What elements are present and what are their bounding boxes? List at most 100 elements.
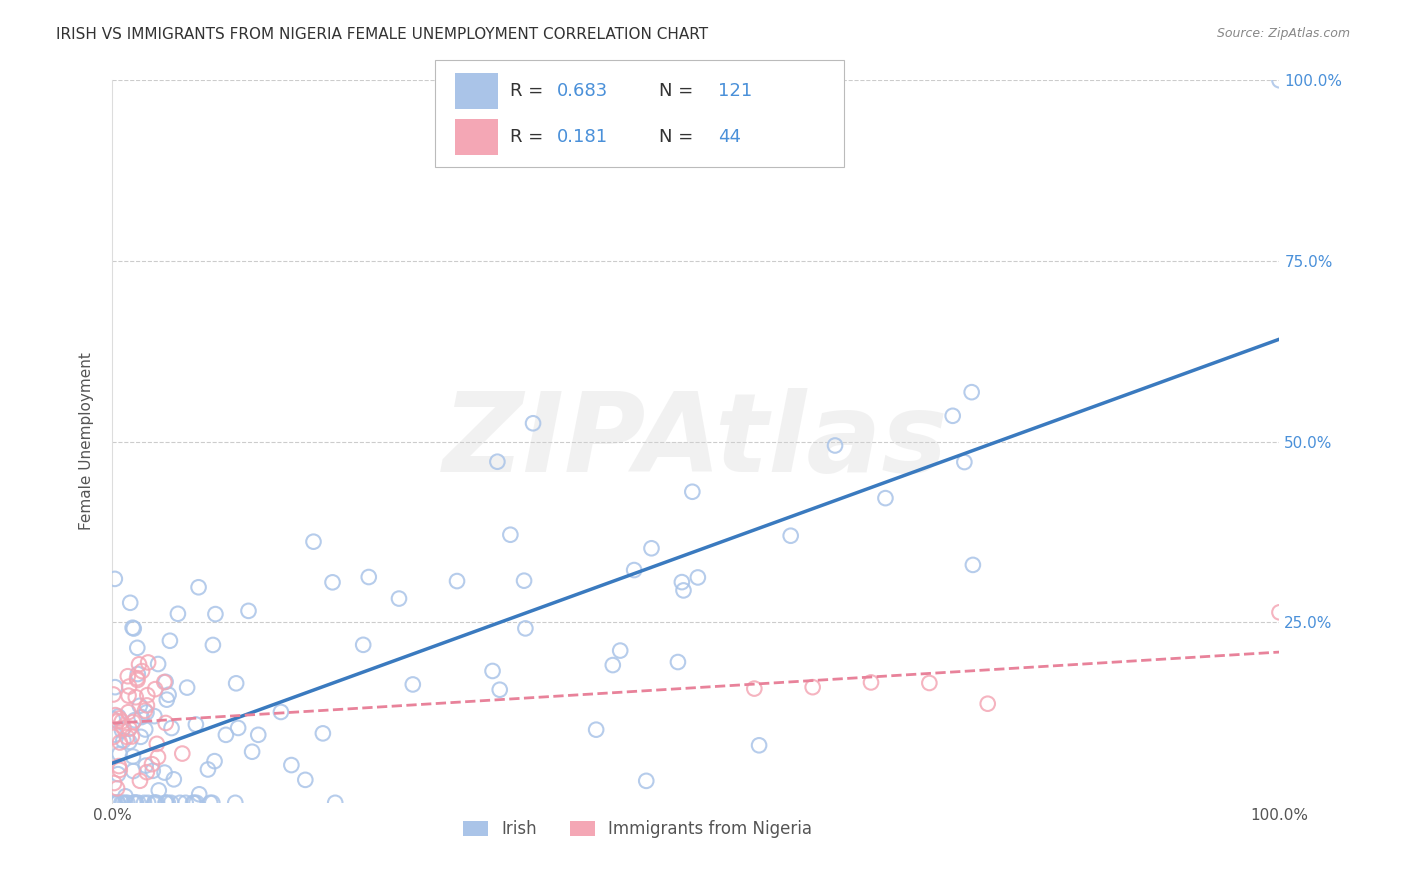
Point	[522, 417, 544, 431]
Point	[135, 758, 157, 772]
Point	[146, 657, 169, 671]
Point	[352, 638, 374, 652]
Point	[486, 455, 509, 469]
Point	[226, 721, 249, 735]
Point	[744, 681, 766, 696]
Point	[156, 692, 179, 706]
Point	[585, 723, 607, 737]
Point	[623, 563, 645, 577]
Point	[104, 680, 127, 694]
Point	[155, 674, 177, 689]
Point	[824, 438, 846, 452]
Point	[107, 796, 129, 810]
Point	[108, 763, 131, 777]
Point	[240, 745, 263, 759]
Point	[127, 673, 149, 687]
Point	[136, 698, 159, 713]
Point	[125, 796, 148, 810]
Point	[1268, 73, 1291, 87]
Point	[172, 747, 194, 761]
Point	[686, 570, 709, 584]
Point	[117, 689, 139, 703]
Point	[122, 764, 145, 778]
Text: N =: N =	[659, 128, 699, 145]
Point	[153, 675, 176, 690]
Point	[302, 534, 325, 549]
Point	[107, 767, 129, 781]
Point	[157, 688, 180, 702]
Point	[141, 757, 163, 772]
Point	[183, 796, 205, 810]
Point	[136, 656, 159, 670]
Point	[122, 749, 145, 764]
Point	[118, 722, 141, 736]
Point	[118, 680, 141, 694]
Point	[146, 750, 169, 764]
Point	[609, 643, 631, 657]
Point	[118, 735, 141, 749]
Point	[602, 658, 624, 673]
Point	[103, 796, 125, 810]
Point	[107, 714, 129, 729]
Point	[779, 529, 801, 543]
Text: N =: N =	[659, 82, 699, 100]
Point	[169, 796, 191, 810]
Point	[918, 676, 941, 690]
Point	[103, 776, 125, 790]
Point	[107, 709, 129, 723]
Point	[187, 580, 209, 594]
Bar	[454, 119, 498, 155]
Text: ZIPAtlas: ZIPAtlas	[443, 388, 949, 495]
Point	[671, 575, 693, 590]
Point	[121, 730, 143, 744]
Y-axis label: Female Unemployment: Female Unemployment	[79, 352, 94, 531]
Point	[117, 705, 139, 719]
Point	[129, 773, 152, 788]
Point	[122, 715, 145, 730]
Point	[148, 783, 170, 797]
Point	[103, 730, 125, 744]
Point	[108, 747, 131, 761]
Point	[513, 574, 536, 588]
Point	[125, 671, 148, 685]
Point	[105, 796, 128, 810]
Point	[323, 796, 346, 810]
Point	[145, 796, 167, 810]
Point	[204, 754, 226, 768]
Point	[111, 796, 134, 810]
Point	[640, 541, 662, 556]
Point	[860, 675, 883, 690]
Text: 44: 44	[718, 128, 741, 145]
Point	[224, 796, 246, 810]
Point	[120, 596, 142, 610]
Point	[103, 688, 125, 702]
Point	[515, 621, 537, 635]
Point	[108, 711, 131, 725]
Point	[129, 730, 152, 744]
Point	[357, 570, 380, 584]
Point	[247, 728, 270, 742]
Point	[112, 733, 135, 747]
FancyBboxPatch shape	[434, 61, 845, 167]
Point	[488, 682, 510, 697]
Point	[160, 796, 183, 810]
Point	[186, 796, 208, 810]
Point	[146, 737, 169, 751]
Point	[127, 640, 149, 655]
Point	[104, 572, 127, 586]
Point	[153, 765, 176, 780]
Point	[104, 708, 127, 723]
Point	[163, 772, 186, 787]
Point	[114, 796, 136, 810]
Point	[108, 735, 131, 749]
Point	[184, 717, 207, 731]
Point	[136, 796, 159, 810]
Point	[280, 758, 302, 772]
Point	[127, 796, 149, 810]
Point	[111, 714, 134, 729]
Point	[1268, 605, 1291, 619]
Point	[104, 796, 127, 810]
Point	[204, 607, 226, 621]
Point	[114, 789, 136, 804]
Point	[225, 676, 247, 690]
